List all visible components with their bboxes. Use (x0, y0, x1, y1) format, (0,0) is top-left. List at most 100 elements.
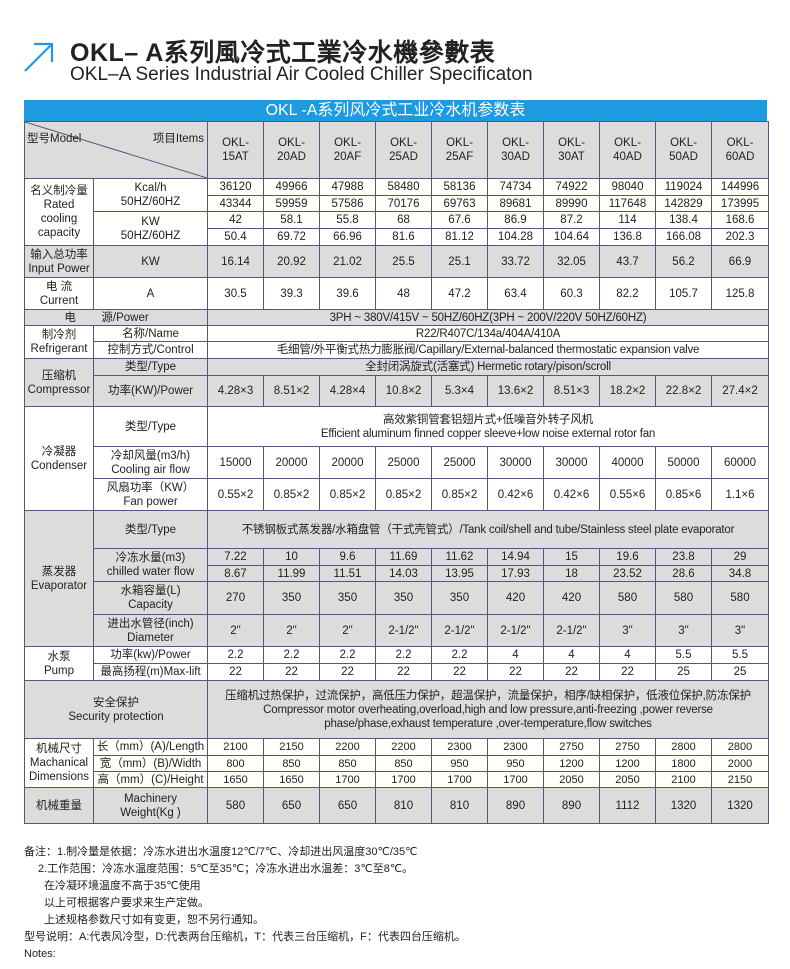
value-cell: 81.12 (431, 228, 488, 246)
label-cell: Machinery Weight(Kg ) (93, 787, 208, 824)
value-cell: 2" (319, 614, 376, 647)
value-cell: 8.51×2 (263, 375, 320, 407)
value-cell: 4.28×4 (319, 375, 376, 407)
table-row: 电 源/Power 3PH ~ 380V/415V ~ 50HZ/60HZ(3PH… (24, 309, 769, 326)
value-cell: 63.4 (487, 277, 544, 310)
value-cell: 25000 (375, 446, 432, 479)
value-cell: 104.28 (487, 228, 544, 246)
label-cell: 功率(KW)/Power (93, 375, 208, 407)
table-row: 风扇功率（KW） Fan power 0.55×2 0.85×2 0.85×2 0.85… (25, 478, 769, 511)
value-cell: 69.72 (263, 228, 320, 246)
value-cell: 43.7 (599, 245, 656, 278)
value-cell: 25 (711, 663, 769, 681)
value-cell: 2-1/2" (543, 614, 600, 647)
value-cell: 420 (487, 581, 544, 615)
value-cell: 4 (487, 646, 544, 664)
value-cell: 3" (711, 614, 769, 647)
value-cell: 650 (263, 787, 320, 824)
model-label: 型号Model (27, 133, 82, 145)
value-cell: 117648 (599, 195, 656, 212)
value-cell: 13.95 (431, 565, 488, 582)
items-label: 项目Items (152, 133, 204, 145)
value-cell: 2300 (431, 738, 488, 756)
value-cell: 23.52 (599, 565, 656, 582)
value-cell: 22 (319, 663, 376, 681)
value-cell: 136.8 (599, 228, 656, 246)
value-cell: 60000 (711, 446, 769, 479)
value-cell: 33.72 (487, 245, 544, 278)
label-cell: 类型/Type (93, 406, 208, 447)
value-cell: 20.92 (263, 245, 320, 278)
value-cell: 1700 (375, 771, 432, 788)
value-cell: 74922 (543, 178, 600, 196)
label-cell: 类型/Type (93, 510, 208, 549)
value-cell: 11.62 (431, 548, 488, 566)
value-cell: 55.8 (319, 211, 376, 229)
value-cell: 82.2 (599, 277, 656, 310)
value-cell: 39.6 (319, 277, 376, 310)
note-line: Notes: (24, 948, 56, 960)
value-cell: 2150 (263, 738, 320, 756)
value-cell: 105.7 (655, 277, 712, 310)
model-header-cell: OKL- 20AF (319, 121, 376, 179)
value-cell: 2200 (319, 738, 376, 756)
table-row: 高（mm）(C)/Height 1650 1650 1700 1700 1700 1700 2… (25, 771, 769, 788)
value-cell: 15 (543, 548, 600, 566)
spanning-value-cell: 不锈钢板式蒸发器/水箱盘管（干式壳管式）/Tank coil/shell and… (207, 510, 769, 549)
table-title: OKL -A系列风冷式工业冷水机参数表 (24, 100, 767, 121)
value-cell: 4 (543, 646, 600, 664)
label-cell: 类型/Type (93, 358, 208, 376)
value-cell: 13.6×2 (487, 375, 544, 407)
table-row: 冷凝器 Condenser 类型/Type 高效紫铜管套铝翅片式+低噪音外转子风机 … (24, 406, 769, 511)
value-cell: 2.2 (375, 646, 432, 664)
value-cell: 2750 (599, 738, 656, 756)
value-cell: 2100 (655, 771, 712, 788)
value-cell: 47988 (319, 178, 376, 196)
value-cell: 50.4 (207, 228, 264, 246)
label-cell: 输入总功率 Input Power (24, 245, 94, 278)
value-cell: 2.2 (207, 646, 264, 664)
value-cell: 22 (207, 663, 264, 681)
arrow-up-right-icon (24, 42, 54, 72)
table-row: 最高扬程(m)Max-lift 22 22 22 22 22 22 22 22 25 25 (25, 663, 769, 681)
value-cell: 30000 (487, 446, 544, 479)
model-header-cell: OKL- 30AD (487, 121, 544, 179)
label-cell: 水箱容量(L) Capacity (93, 581, 208, 615)
value-cell: 173995 (711, 195, 769, 212)
value-cell: 56.2 (655, 245, 712, 278)
value-cell: 66.9 (711, 245, 769, 278)
value-cell: 580 (711, 581, 769, 615)
value-cell: 25.1 (431, 245, 488, 278)
spanning-value-cell: R22/R407C/134a/404A/410A (207, 325, 769, 342)
value-cell: 59959 (263, 195, 320, 212)
diagonal-divider (25, 122, 207, 178)
value-cell: 9.6 (319, 548, 376, 566)
value-cell: 0.55×2 (207, 478, 264, 511)
label-cell: 控制方式/Control (93, 341, 208, 359)
value-cell: 8.51×3 (543, 375, 600, 407)
value-cell: 1.1×6 (711, 478, 769, 511)
model-header-cell: OKL- 30AT (543, 121, 600, 179)
value-cell: 2" (263, 614, 320, 647)
label-cell: 宽（mm）(B)/Width (93, 755, 208, 772)
value-cell: 49966 (263, 178, 320, 196)
value-cell: 68 (375, 211, 432, 229)
value-cell: 202.3 (711, 228, 769, 246)
value-cell: 50000 (655, 446, 712, 479)
value-cell: 22 (263, 663, 320, 681)
table-row: 水箱容量(L) Capacity 270 350 350 350 350 420 420 580… (25, 581, 769, 615)
table-row: 控制方式/Control 毛细管/外平衡式热力膨胀阀/Capillary/Exte… (25, 341, 769, 359)
value-cell: 30.5 (207, 277, 264, 310)
value-cell: 67.6 (431, 211, 488, 229)
value-cell: 5.3×4 (431, 375, 488, 407)
value-cell: 25.5 (375, 245, 432, 278)
value-cell: 1700 (487, 771, 544, 788)
value-cell: 43344 (207, 195, 264, 212)
value-cell: 2100 (207, 738, 264, 756)
value-cell: 1800 (655, 755, 712, 772)
value-cell: 20000 (263, 446, 320, 479)
model-header-cell: OKL- 20AD (263, 121, 320, 179)
value-cell: 142829 (655, 195, 712, 212)
value-cell: 74734 (487, 178, 544, 196)
value-cell: 1650 (263, 771, 320, 788)
